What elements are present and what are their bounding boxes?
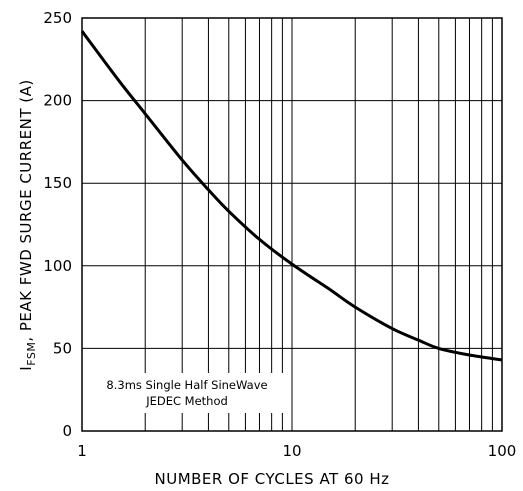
y-tick-label: 50	[53, 339, 72, 357]
y-tick-label: 250	[43, 9, 72, 27]
y-tick-label: 150	[43, 174, 72, 192]
surge-current-curve	[80, 30, 503, 362]
annotation: 8.3ms Single Half SineWave JEDEC Method	[84, 373, 290, 413]
annotation-box	[84, 373, 290, 413]
y-tick-label: 100	[43, 257, 72, 275]
annotation-line-1: 8.3ms Single Half SineWave	[106, 378, 267, 392]
x-tick-label: 1	[77, 442, 87, 460]
y-tick-label: 200	[43, 92, 72, 110]
y-axis-title-rest: , PEAK FWD SURGE CURRENT (A)	[17, 79, 35, 341]
y-axis-title-subscript: FSM	[25, 342, 38, 366]
y-tick-label: 0	[62, 422, 72, 440]
tick-labels: 0 50 100 150 200 250 1 10 100	[43, 9, 516, 460]
grid	[81, 17, 503, 432]
x-tick-label: 10	[282, 442, 301, 460]
x-tick-label: 100	[488, 442, 517, 460]
y-axis-title-main: I	[17, 366, 35, 371]
plot-frame	[81, 17, 503, 432]
annotation-line-2: JEDEC Method	[145, 394, 228, 408]
x-axis-title: NUMBER OF CYCLES AT 60 Hz	[155, 470, 390, 488]
y-axis-title: IFSM, PEAK FWD SURGE CURRENT (A)	[17, 79, 38, 370]
